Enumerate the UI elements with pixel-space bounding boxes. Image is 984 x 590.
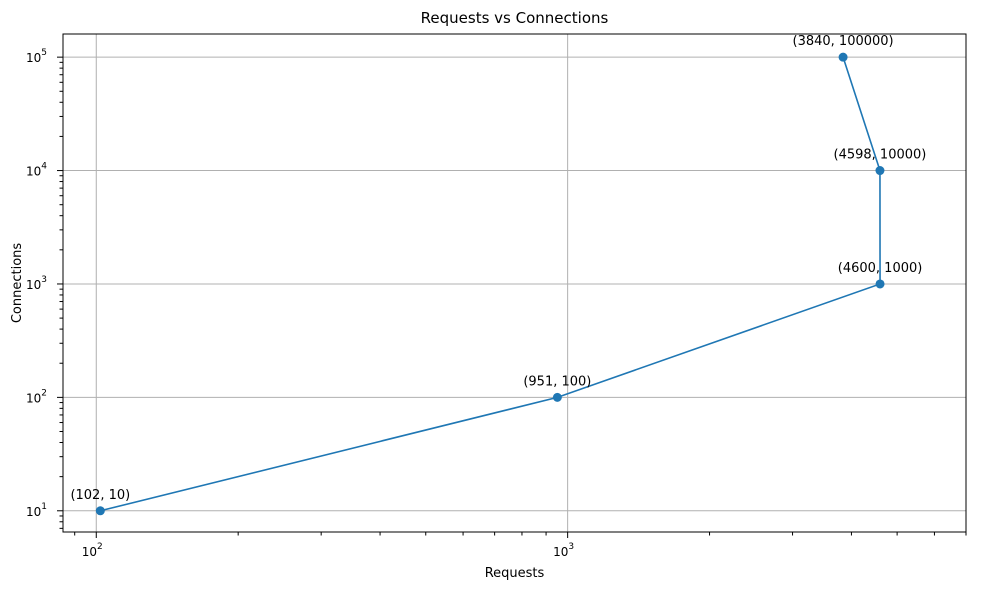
y-tick-label: 105 [26, 48, 47, 65]
x-tick-exponent: 2 [97, 542, 103, 552]
data-label: (4598, 10000) [834, 148, 927, 163]
data-label: (102, 10) [70, 488, 130, 503]
y-tick-exponent: 2 [41, 388, 47, 398]
x-tick-exponent: 3 [568, 542, 574, 552]
y-axis-label: Connections [10, 243, 25, 324]
y-tick-exponent: 4 [41, 162, 47, 172]
y-tick-exponent: 1 [41, 502, 47, 512]
y-tick-label: 103 [26, 275, 47, 292]
data-label: (4600, 1000) [838, 261, 923, 276]
chart-title: Requests vs Connections [421, 9, 609, 27]
data-point [95, 506, 105, 516]
data-point [838, 52, 848, 62]
y-tick-exponent: 5 [41, 48, 47, 58]
y-tick-label: 101 [26, 502, 47, 519]
data-point [552, 392, 562, 402]
x-axis-label: Requests [485, 566, 545, 581]
grid-lines [63, 34, 966, 532]
x-tick-label: 102 [82, 542, 103, 559]
x-tick-label: 103 [553, 542, 574, 559]
axes-frame [62, 33, 967, 533]
y-tick-exponent: 3 [41, 275, 47, 285]
data-label: (951, 100) [523, 374, 591, 389]
plot-area: 102 103 101 102 103 104 105 (102, 10) (951, 100… [26, 33, 967, 559]
data-point [875, 166, 885, 176]
data-label: (3840, 100000) [793, 34, 894, 49]
data-point [875, 279, 885, 289]
y-tick-label: 104 [26, 162, 47, 179]
y-tick-label: 102 [26, 388, 47, 405]
series-layer: (102, 10) (951, 100) (4600, 1000) (4598, 10… [70, 34, 927, 516]
